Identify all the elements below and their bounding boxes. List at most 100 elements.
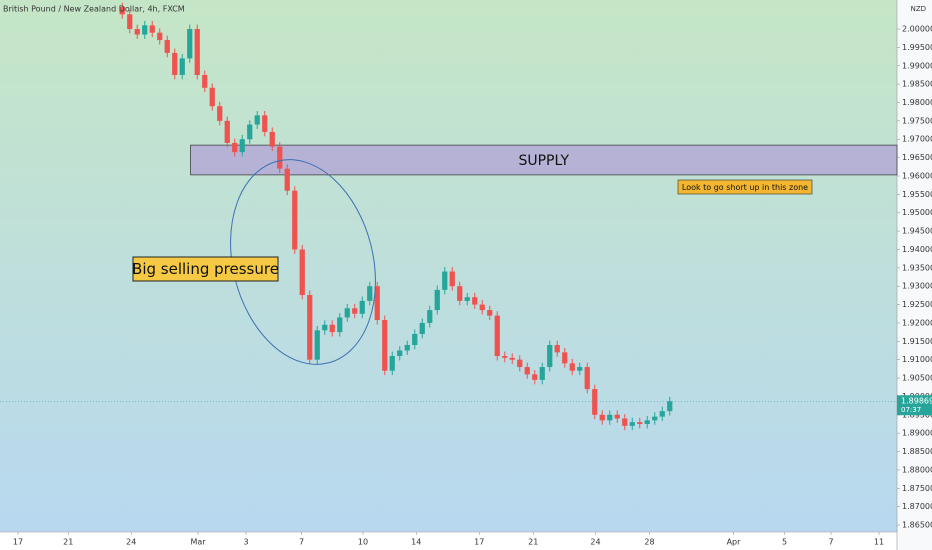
candle-body (442, 271, 448, 290)
candle-body (209, 87, 215, 107)
y-tick-label: 1.87000 (902, 502, 932, 511)
candle-body (554, 344, 560, 353)
candle-body (232, 142, 238, 153)
candle-body (562, 352, 568, 364)
candle-body (284, 168, 290, 191)
y-tick-label: 1.88500 (902, 447, 932, 456)
y-tick-label: 1.96500 (902, 153, 932, 162)
countdown-label: 07:37 (901, 406, 921, 414)
chart-title: British Pound / New Zealand Dollar, 4h, … (3, 5, 185, 14)
time-axis (0, 532, 897, 550)
y-tick-label: 1.94500 (902, 227, 932, 236)
y-tick-label: 1.95500 (902, 190, 932, 199)
candle-body (142, 25, 148, 35)
candle-body (239, 139, 245, 153)
candle-body (509, 357, 515, 360)
y-tick-label: 1.92500 (902, 300, 932, 309)
y-tick-label: 1.87500 (902, 484, 932, 493)
zone-label: SUPPLY (518, 153, 569, 169)
y-tick-label: 1.98500 (902, 80, 932, 89)
candle-body (434, 289, 440, 311)
candle-body (314, 330, 320, 360)
candle-body (494, 315, 500, 357)
candle-body (614, 414, 620, 419)
candle-body (247, 124, 253, 140)
x-tick-label: 7 (828, 538, 833, 547)
candle-body (329, 324, 335, 333)
y-tick-label: 1.93500 (902, 263, 932, 272)
annotation-text: Big selling pressure (132, 260, 279, 278)
y-tick-label: 1.89000 (902, 429, 932, 438)
candle-body (292, 190, 298, 250)
y-tick-label: 1.93000 (902, 282, 932, 291)
candle-body (179, 58, 185, 75)
candle-body (464, 297, 470, 301)
candle-body (217, 106, 223, 121)
candle-body (592, 389, 598, 415)
candle-body (397, 350, 403, 357)
candle-body (277, 146, 283, 169)
candle-body (547, 344, 553, 368)
candle-body (194, 29, 200, 75)
x-tick-label: 11 (874, 538, 884, 547)
candle-body (359, 300, 365, 314)
candle-body (479, 304, 485, 311)
candle-body (517, 359, 523, 368)
x-tick-label: 14 (411, 538, 421, 547)
candle-body (539, 367, 545, 380)
candle-body (569, 363, 575, 371)
candle-body (644, 420, 650, 424)
candle-body (577, 367, 583, 371)
candle-body (427, 310, 433, 323)
y-tick-label: 1.97500 (902, 116, 932, 125)
x-tick-label: 3 (243, 538, 248, 547)
candle-body (254, 115, 260, 125)
candle-body (389, 356, 395, 371)
candle-body (629, 422, 635, 426)
candle-body (659, 411, 665, 417)
candle-body (487, 310, 493, 316)
x-tick-label: 24 (126, 538, 136, 547)
candle-body (202, 74, 208, 88)
candle-body (599, 414, 605, 421)
candle-body (269, 131, 275, 147)
x-tick-label: Apr (727, 538, 742, 547)
candle-body (622, 418, 628, 426)
candle-body (412, 333, 418, 345)
annotation-box (677, 179, 813, 195)
y-tick-label: 2.00000 (902, 25, 932, 34)
x-tick-label: 28 (644, 538, 654, 547)
x-tick-label: 24 (590, 538, 600, 547)
y-tick-label: 1.98000 (902, 98, 932, 107)
candle-body (652, 416, 658, 421)
candle-body (172, 52, 178, 75)
candle-body (187, 29, 193, 59)
annotation-text: Look to go short up in this zone (682, 183, 808, 192)
x-tick-label: 21 (63, 538, 73, 547)
candle-body (307, 295, 313, 360)
candle-body (637, 422, 643, 424)
y-tick-label: 1.91500 (902, 337, 932, 346)
candle-body (127, 14, 133, 30)
price-axis (897, 0, 932, 550)
candle-body (607, 414, 613, 421)
candle-body (472, 297, 478, 305)
candle-body (457, 286, 463, 301)
candle-body (367, 286, 373, 301)
candle-body (262, 115, 268, 132)
candle-body (449, 271, 455, 287)
y-tick-label: 1.94000 (902, 245, 932, 254)
candle-body (149, 25, 155, 33)
y-tick-label: 1.95000 (902, 208, 932, 217)
candle-body (419, 322, 425, 334)
y-tick-label: 1.91000 (902, 355, 932, 364)
candle-body (322, 324, 328, 331)
x-tick-label: Mar (190, 538, 206, 547)
candle-body (134, 29, 140, 35)
x-tick-label: 5 (782, 538, 787, 547)
x-tick-label: 21 (528, 538, 538, 547)
supply-zone (190, 144, 898, 176)
candle-body (352, 308, 358, 314)
candle-body (337, 317, 343, 333)
